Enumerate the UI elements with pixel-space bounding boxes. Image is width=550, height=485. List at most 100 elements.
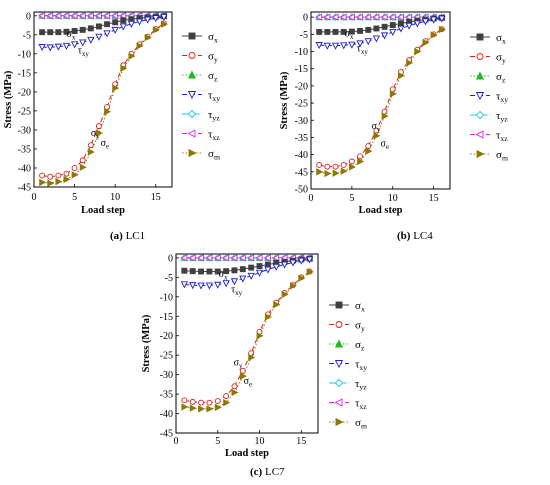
legend-marker (187, 129, 196, 138)
data-point-τxy (364, 38, 372, 46)
data-point-τxz (263, 254, 271, 262)
data-point-τxy (230, 278, 239, 286)
data-point-σm (198, 405, 206, 413)
data-point-σy (316, 161, 323, 168)
data-point-σy (206, 399, 213, 406)
data-point-σm (273, 300, 281, 309)
data-point-σx (55, 29, 62, 36)
data-point-τxy (62, 42, 71, 50)
plot-frame (310, 11, 451, 190)
data-point-τxz (94, 12, 102, 20)
data-point-τxz (111, 12, 119, 20)
x-tick-label: 10 (388, 193, 398, 204)
data-point-σx (389, 22, 396, 29)
data-point-σm (39, 178, 47, 187)
data-point-σm (365, 147, 373, 155)
data-point-τxz (196, 254, 205, 262)
data-point-σm (357, 157, 365, 166)
series-line-σm (184, 271, 310, 410)
y-tick-label: -30 (160, 370, 173, 381)
data-point-τxz (247, 254, 255, 262)
data-point-τxz (238, 254, 246, 262)
y-tick-label: 0 (168, 253, 173, 264)
annotation-σe: σe (101, 138, 110, 151)
legend-marker (475, 110, 485, 120)
legend-marker (334, 360, 344, 369)
legend-marker (334, 339, 344, 348)
legend-label-σx: σx (355, 300, 365, 314)
data-point-σx (181, 267, 188, 274)
legend-marker (476, 149, 485, 159)
data-point-σx (112, 19, 119, 26)
data-point-τxy (372, 35, 381, 43)
data-point-σm (136, 42, 144, 50)
annotation-σy: σy (234, 357, 243, 370)
annotation-σy: σy (91, 128, 100, 141)
data-point-σy (181, 397, 188, 404)
data-point-σx (206, 268, 213, 275)
data-point-τxz (46, 12, 54, 20)
legend-label-σy: σy (208, 51, 218, 65)
x-axis-label: Load step (81, 205, 125, 216)
data-point-σm (120, 64, 128, 72)
y-tick-label: -35 (18, 144, 31, 155)
data-point-σy (324, 163, 331, 170)
data-point-σm (152, 26, 160, 34)
y-tick-label: 0 (26, 11, 31, 22)
data-point-τxy (70, 41, 79, 49)
data-point-τxy (340, 42, 348, 50)
annotation-τxy: τxy (231, 285, 243, 298)
data-point-τxy (255, 269, 264, 277)
data-point-τxy (222, 280, 230, 288)
data-point-σx (324, 28, 331, 35)
data-point-σm (438, 25, 446, 34)
data-point-σm (289, 282, 298, 290)
data-point-τxy (197, 282, 205, 290)
data-point-τxy (180, 281, 188, 289)
y-tick-label: -40 (295, 150, 308, 161)
panel-caption-lc4: (b) LC4 (397, 230, 433, 242)
data-point-σx (198, 268, 205, 275)
annotation-τxy: τxy (78, 45, 90, 58)
legend-label-τxy: τxy (208, 90, 220, 104)
data-point-σy (340, 161, 347, 168)
data-point-σx (332, 28, 339, 35)
data-point-σm (306, 268, 314, 276)
legend-marker (475, 71, 485, 80)
data-point-σm (189, 404, 197, 412)
data-point-τxz (339, 13, 347, 21)
data-point-σx (381, 23, 388, 30)
data-point-τxy (119, 23, 127, 31)
data-point-σx (248, 264, 255, 271)
x-tick-label: 5 (215, 436, 220, 447)
legend-label-τyz: τyz (496, 110, 508, 124)
data-point-σy (357, 153, 364, 160)
series-line-τxy (319, 18, 442, 47)
data-point-τxz (255, 254, 263, 262)
y-tick-label: -5 (165, 273, 173, 284)
data-point-τxz (86, 12, 94, 20)
legend-marker (476, 53, 484, 60)
data-point-τxz (102, 12, 111, 20)
data-point-τxy (297, 257, 305, 265)
data-point-σm (47, 179, 55, 187)
legend-marker (476, 33, 484, 41)
data-point-σx (316, 28, 323, 35)
data-point-σx (256, 263, 263, 270)
data-point-τxy (111, 26, 119, 34)
data-point-σy (214, 398, 221, 405)
data-point-σy (231, 383, 238, 390)
data-point-σm (95, 129, 104, 137)
legend-marker (334, 378, 344, 388)
data-point-σy (348, 158, 355, 165)
legend-label-σy: σy (355, 320, 365, 334)
caption-letter: (a) (110, 230, 123, 242)
x-tick-label: 5 (72, 192, 77, 203)
data-point-σm (340, 167, 348, 175)
data-point-τxy (348, 41, 356, 49)
data-point-σm (281, 290, 289, 299)
data-point-τxy (323, 42, 331, 50)
data-point-τxy (79, 39, 87, 47)
data-point-σx (189, 268, 196, 275)
